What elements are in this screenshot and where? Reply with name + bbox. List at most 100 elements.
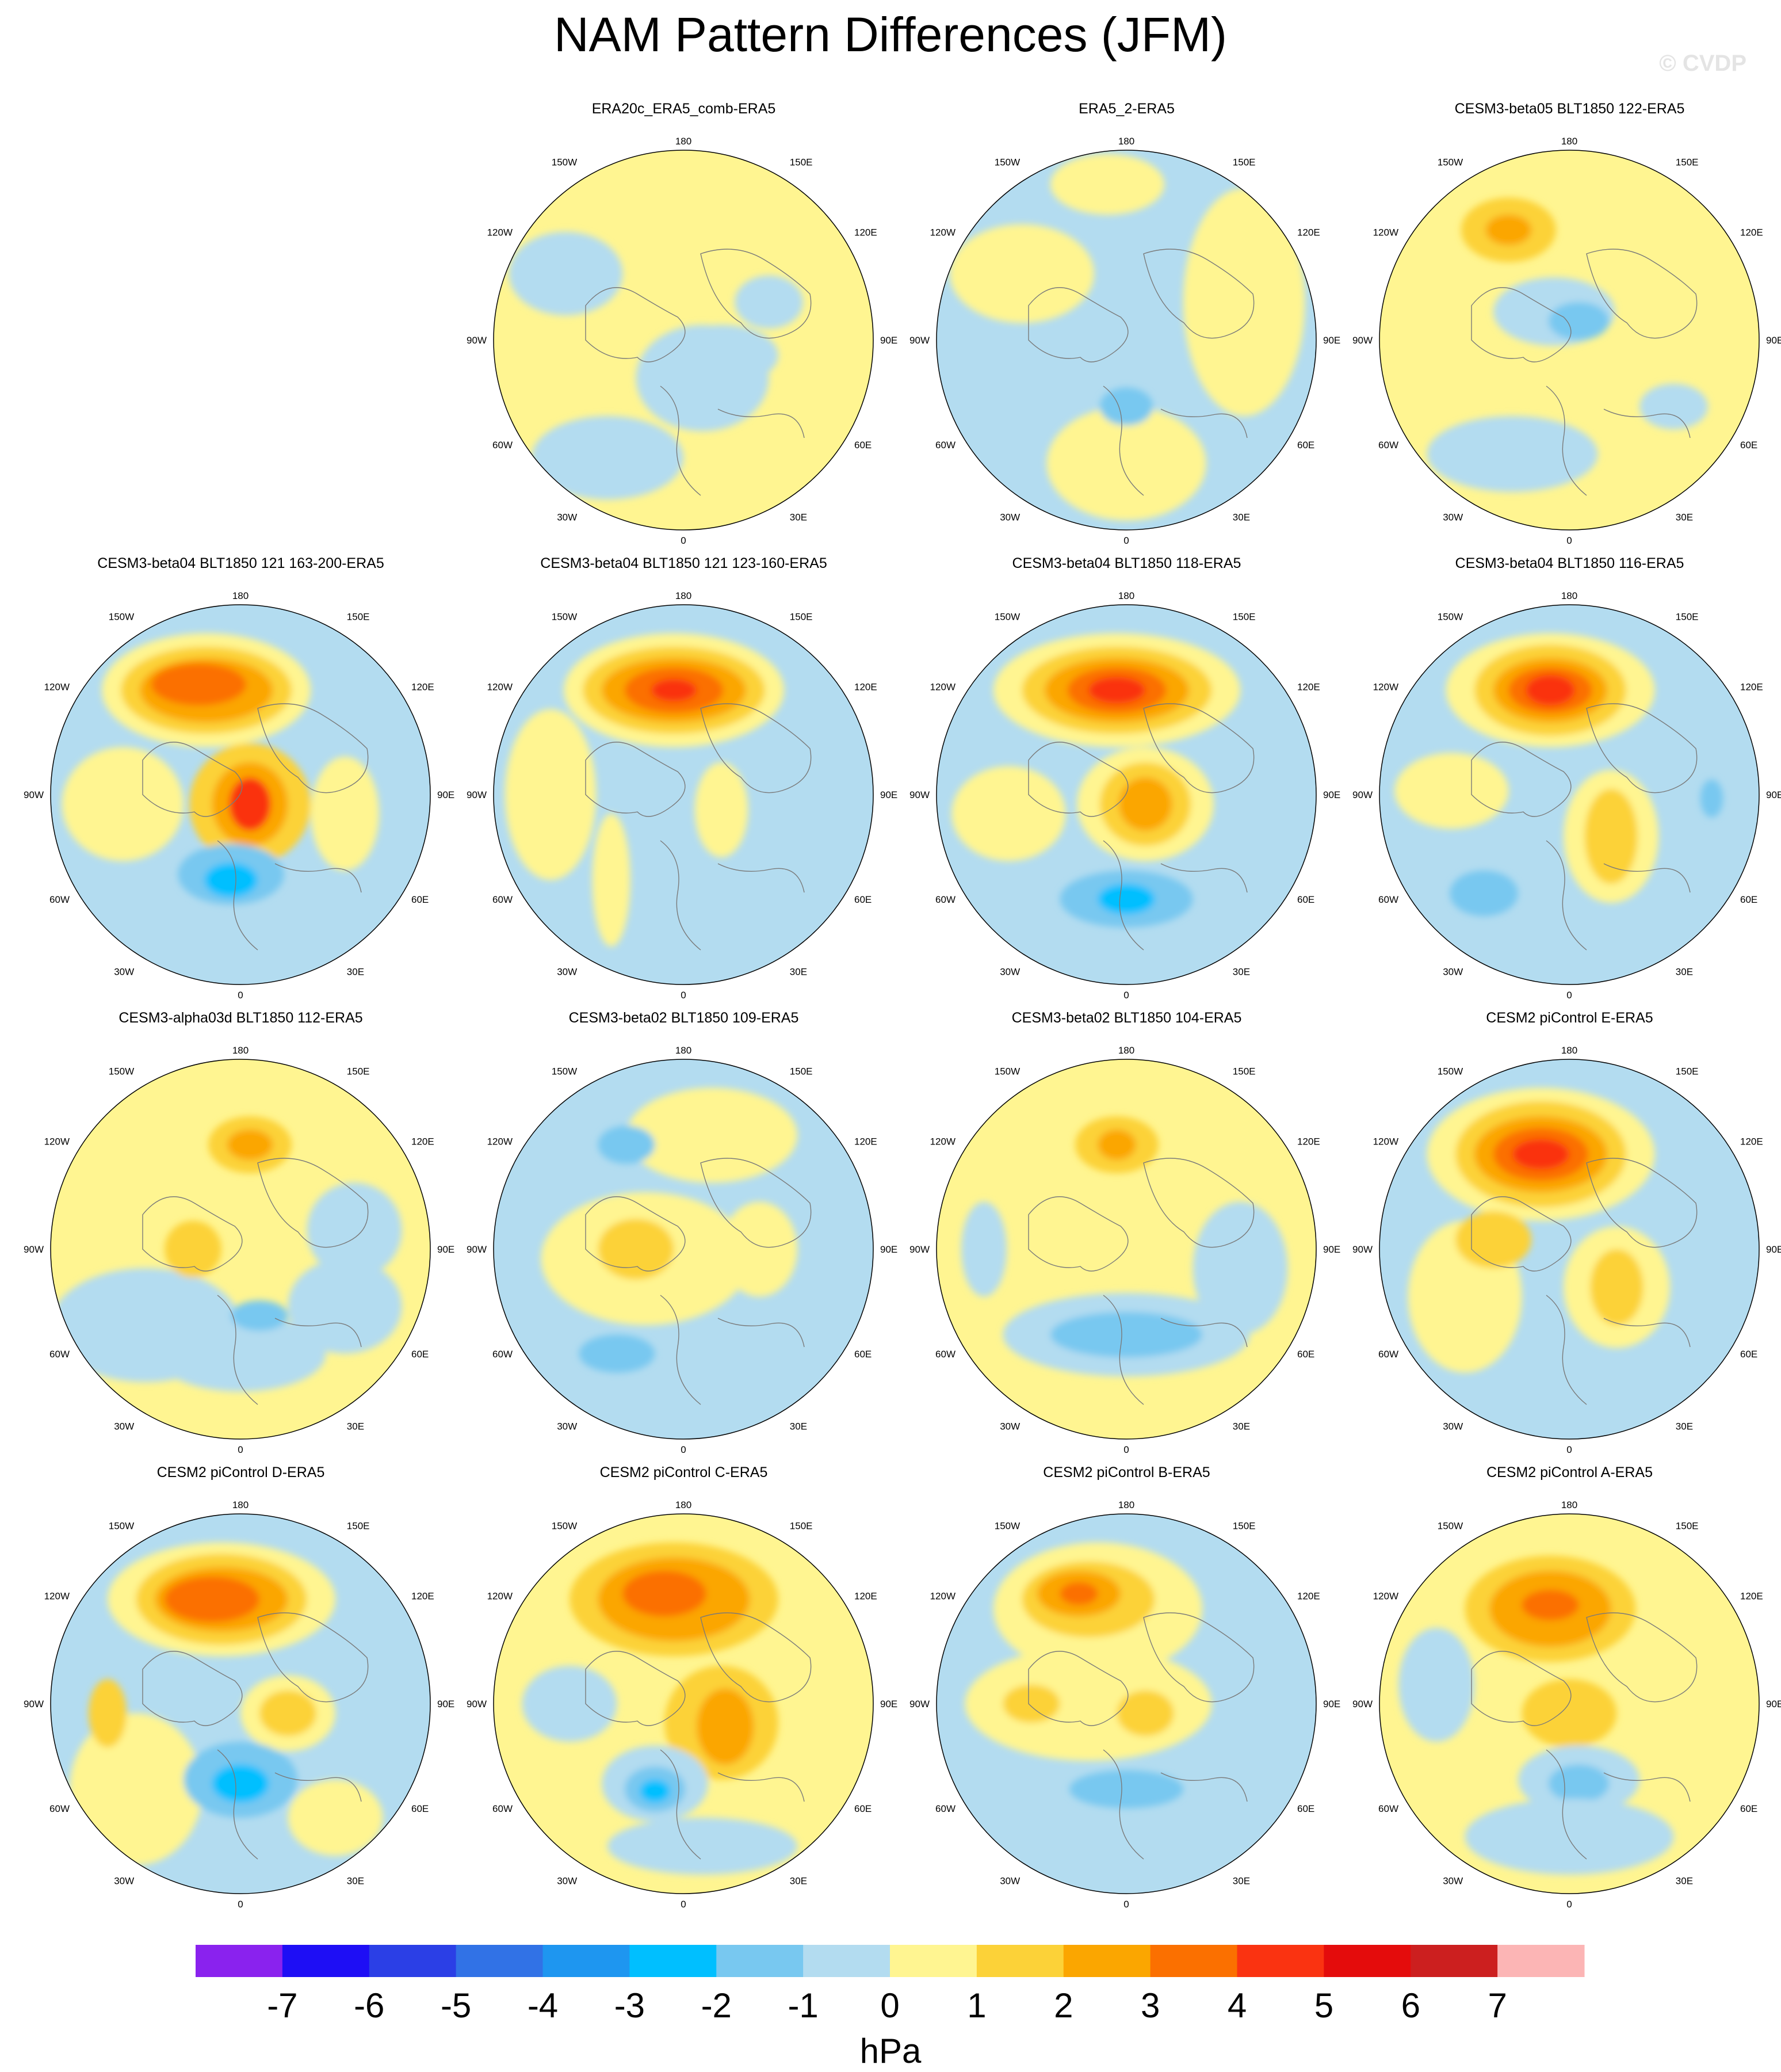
coastline <box>585 249 812 496</box>
map-boundary <box>1379 604 1760 985</box>
longitude-label: 90E <box>880 789 897 800</box>
map-boundary <box>936 150 1317 531</box>
longitude-label: 60E <box>854 894 872 905</box>
longitude-label: 180 <box>675 1045 691 1056</box>
longitude-label: 180 <box>1118 1499 1134 1510</box>
longitude-label: 90W <box>909 1699 930 1710</box>
anomaly-contour <box>288 1258 402 1354</box>
longitude-label: 30W <box>1443 1876 1463 1887</box>
panel-title: CESM3-beta02 BLT1850 109-ERA5 <box>568 1010 799 1026</box>
coastline <box>585 703 812 951</box>
colorbar-tick-label: -1 <box>788 1986 818 2025</box>
panel-title: CESM3-beta02 BLT1850 104-ERA5 <box>1011 1010 1242 1026</box>
anomaly-contour <box>259 1690 316 1737</box>
panel-title: ERA20c_ERA5_comb-ERA5 <box>591 101 776 117</box>
anomaly-contour <box>1003 1685 1060 1723</box>
anomaly-contour <box>636 325 769 432</box>
longitude-label: 90E <box>1323 1244 1340 1255</box>
longitude-label: 0 <box>1566 990 1572 1001</box>
longitude-label: 30E <box>347 1876 364 1887</box>
longitude-label: 120W <box>1373 682 1398 693</box>
colorbar-swatch <box>282 1945 370 1977</box>
polar-map: 180 0 90W 90E 150W 120W 60W 30W 150E 120E 60E 30E <box>1352 590 1781 1001</box>
longitude-label: 120W <box>1373 1591 1398 1602</box>
colorbar-swatch <box>716 1945 804 1977</box>
longitude-label: 0 <box>681 1899 686 1910</box>
longitude-label: 60W <box>1378 1349 1398 1360</box>
anomaly-contour <box>735 275 803 329</box>
longitude-label: 60W <box>492 1349 513 1360</box>
anomaly-contour <box>1526 675 1575 705</box>
anomaly-contour <box>1485 215 1531 245</box>
longitude-label: 180 <box>1118 590 1134 601</box>
anomaly-contour <box>1099 387 1153 426</box>
colorbar-tick-label: -2 <box>701 1986 732 2025</box>
anomaly-contour <box>1050 1311 1202 1358</box>
anomaly-contour <box>165 1576 259 1623</box>
anomaly-contour <box>1522 1590 1579 1620</box>
colorbar-swatch <box>1324 1945 1411 1977</box>
map-panel: CESM3-beta04 BLT1850 121 163-200-ERA5 180… <box>18 555 463 1010</box>
longitude-label: 90W <box>909 335 930 346</box>
longitude-label: 120W <box>44 1591 70 1602</box>
longitude-label: 120E <box>411 682 434 693</box>
longitude-label: 30W <box>1443 1421 1463 1432</box>
coastline <box>1028 1612 1255 1860</box>
map-boundary <box>1379 1513 1760 1894</box>
longitude-label: 60W <box>49 894 70 905</box>
colorbar-tick-label: 4 <box>1228 1986 1247 2025</box>
longitude-label: 60W <box>935 1803 956 1814</box>
longitude-label: 150W <box>995 1520 1020 1531</box>
anomaly-contour <box>598 1125 655 1164</box>
panel-title: CESM2 piControl A-ERA5 <box>1486 1464 1653 1480</box>
anomaly-contour <box>1098 1130 1136 1160</box>
longitude-label: 150W <box>995 1066 1020 1077</box>
anomaly-contour <box>89 1679 127 1747</box>
longitude-label: 180 <box>675 590 691 601</box>
anomaly-contour <box>721 1201 797 1297</box>
longitude-label: 0 <box>1566 1444 1572 1455</box>
longitude-label: 60E <box>1297 894 1314 905</box>
panel-title: ERA5_2-ERA5 <box>1079 101 1175 117</box>
panel-title: CESM3-alpha03d BLT1850 112-ERA5 <box>119 1010 363 1026</box>
longitude-label: 120E <box>411 1136 434 1147</box>
panel-title: CESM2 piControl C-ERA5 <box>599 1464 768 1480</box>
longitude-label: 90W <box>909 789 930 800</box>
longitude-label: 120E <box>1297 1591 1320 1602</box>
longitude-label: 120E <box>1740 227 1763 238</box>
colorbar-tick-label: 1 <box>967 1986 986 2025</box>
longitude-label: 150W <box>552 611 577 622</box>
longitude-label: 90W <box>24 789 44 800</box>
map-boundary <box>493 1513 874 1894</box>
figure-title: NAM Pattern Differences (JFM) <box>553 7 1228 62</box>
longitude-label: 30E <box>1676 967 1693 978</box>
longitude-label: 90W <box>467 335 487 346</box>
longitude-label: 60W <box>49 1349 70 1360</box>
polar-map: 180 0 90W 90E 150W 120W 60W 30W 150E 120E 60E 30E <box>1352 136 1781 546</box>
anomaly-contour <box>697 1688 754 1765</box>
colorbar-tick-label: -5 <box>441 1986 471 2025</box>
longitude-label: 90E <box>1323 789 1340 800</box>
anomaly-contour <box>509 231 623 316</box>
map-boundary <box>50 604 431 985</box>
anomaly-contour <box>1548 302 1610 340</box>
colorbar-swatch <box>1411 1945 1498 1977</box>
longitude-label: 30E <box>347 967 364 978</box>
longitude-label: 150E <box>1233 157 1256 167</box>
polar-map: 180 0 90W 90E 150W 120W 60W 30W 150E 120E 60E 30E <box>909 1045 1340 1455</box>
anomaly-contour <box>1512 1139 1569 1170</box>
colorbar-swatch <box>456 1945 543 1977</box>
longitude-label: 60W <box>1378 1803 1398 1814</box>
longitude-label: 30E <box>790 967 807 978</box>
colorbar-swatch <box>1150 1945 1237 1977</box>
coastline <box>585 1158 812 1405</box>
anomaly-contour <box>640 1780 670 1803</box>
map-boundary <box>493 1059 874 1440</box>
coastline <box>142 1158 369 1405</box>
polar-map: 180 0 90W 90E 150W 120W 60W 30W 150E 120E 60E 30E <box>24 1499 454 1910</box>
anomaly-contour <box>1522 1679 1617 1747</box>
map-boundary <box>936 604 1317 985</box>
longitude-label: 60W <box>935 1349 956 1360</box>
longitude-label: 30W <box>114 1876 134 1887</box>
longitude-label: 60E <box>1740 894 1757 905</box>
